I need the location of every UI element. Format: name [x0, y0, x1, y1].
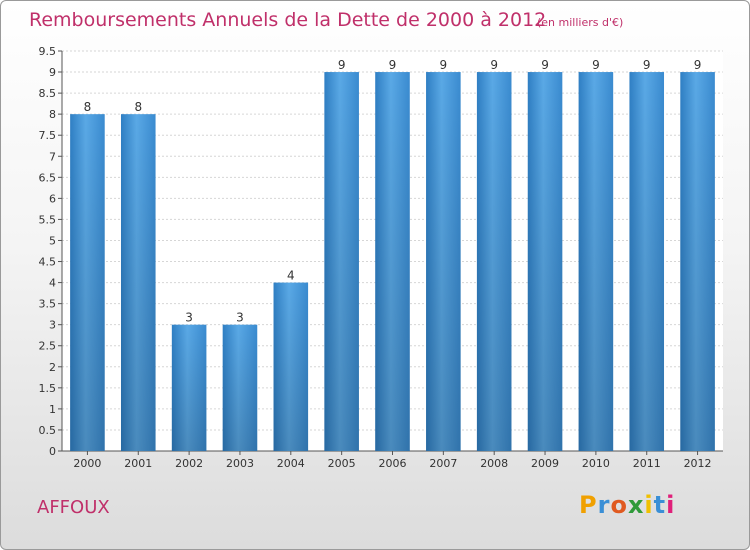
data-label: 9: [643, 58, 651, 72]
data-label: 3: [185, 311, 193, 325]
y-tick-label: 4.5: [39, 256, 57, 269]
x-tick-label: 2012: [684, 457, 712, 470]
y-tick-label: 4: [49, 277, 56, 290]
y-tick-label: 6.5: [39, 171, 57, 184]
y-tick-label: 7.5: [39, 129, 57, 142]
data-label: 8: [84, 100, 92, 114]
data-label: 9: [338, 58, 346, 72]
data-label: 4: [287, 269, 295, 283]
y-tick-label: 3.5: [39, 298, 57, 311]
x-tick-label: 2001: [124, 457, 152, 470]
y-tick-label: 2.5: [39, 340, 57, 353]
x-tick-label: 2004: [277, 457, 305, 470]
bar-shade: [120, 114, 156, 451]
commune-name: AFFOUX: [37, 497, 110, 518]
data-label: 3: [236, 311, 244, 325]
x-tick-label: 2010: [582, 457, 610, 470]
bar-shade: [426, 72, 461, 451]
data-label: 9: [541, 58, 549, 72]
x-tick-label: 2008: [480, 457, 508, 470]
bar-shade: [171, 324, 207, 451]
bar-shade: [680, 72, 715, 451]
x-tick-label: 2000: [73, 457, 101, 470]
chart-subtitle: (en milliers d'€): [537, 16, 624, 29]
y-tick-label: 9: [49, 66, 56, 79]
x-tick-label: 2007: [429, 457, 457, 470]
x-tick-label: 2011: [633, 457, 661, 470]
bar-shade: [222, 324, 258, 451]
data-label: 9: [694, 58, 702, 72]
data-label: 9: [592, 58, 600, 72]
bar-shade: [70, 114, 105, 451]
y-tick-label: 7: [49, 150, 56, 163]
logo-letter: i: [644, 491, 654, 519]
bar-shade: [629, 72, 665, 451]
y-tick-label: 2: [49, 361, 56, 374]
data-label: 9: [389, 58, 397, 72]
bar-shade: [273, 282, 309, 451]
y-tick-label: 5: [49, 234, 56, 247]
bar-shade: [324, 72, 359, 451]
data-label: 9: [440, 58, 448, 72]
proxiti-logo: Proxiti: [579, 491, 675, 519]
logo-letter: t: [653, 491, 667, 519]
y-tick-label: 0.5: [39, 424, 57, 437]
logo-letter: i: [666, 491, 676, 519]
y-tick-label: 8.5: [39, 87, 57, 100]
logo-letter: P: [579, 491, 598, 519]
bar-shade: [375, 72, 410, 451]
x-tick-label: 2005: [328, 457, 356, 470]
y-tick-label: 9.5: [39, 45, 57, 58]
y-tick-label: 5.5: [39, 213, 57, 226]
y-tick-label: 8: [49, 108, 56, 121]
bar-shade: [527, 72, 563, 451]
data-label: 9: [490, 58, 498, 72]
y-tick-label: 1.5: [39, 382, 57, 395]
x-tick-label: 2009: [531, 457, 559, 470]
y-tick-label: 0: [49, 445, 56, 458]
y-tick-label: 3: [49, 319, 56, 332]
y-tick-label: 1: [49, 403, 56, 416]
chart-title: Remboursements Annuels de la Dette de 20…: [29, 9, 547, 31]
y-tick-label: 6: [49, 192, 56, 205]
x-tick-label: 2006: [379, 457, 407, 470]
x-tick-label: 2002: [175, 457, 203, 470]
bar-shade: [476, 72, 512, 451]
bar-shade: [578, 72, 614, 451]
logo-letter: r: [597, 491, 611, 519]
logo-letter: x: [627, 491, 645, 519]
labels: 0 0.5 1 1.5 2 2.5 3 3.5 4 4.5 5 5.5 6 6.5 7 7.5 8 8.5 9 9.5…: [39, 45, 712, 470]
data-label: 8: [134, 100, 142, 114]
bars: [70, 72, 715, 451]
logo-letter: o: [610, 491, 628, 519]
x-tick-label: 2003: [226, 457, 254, 470]
